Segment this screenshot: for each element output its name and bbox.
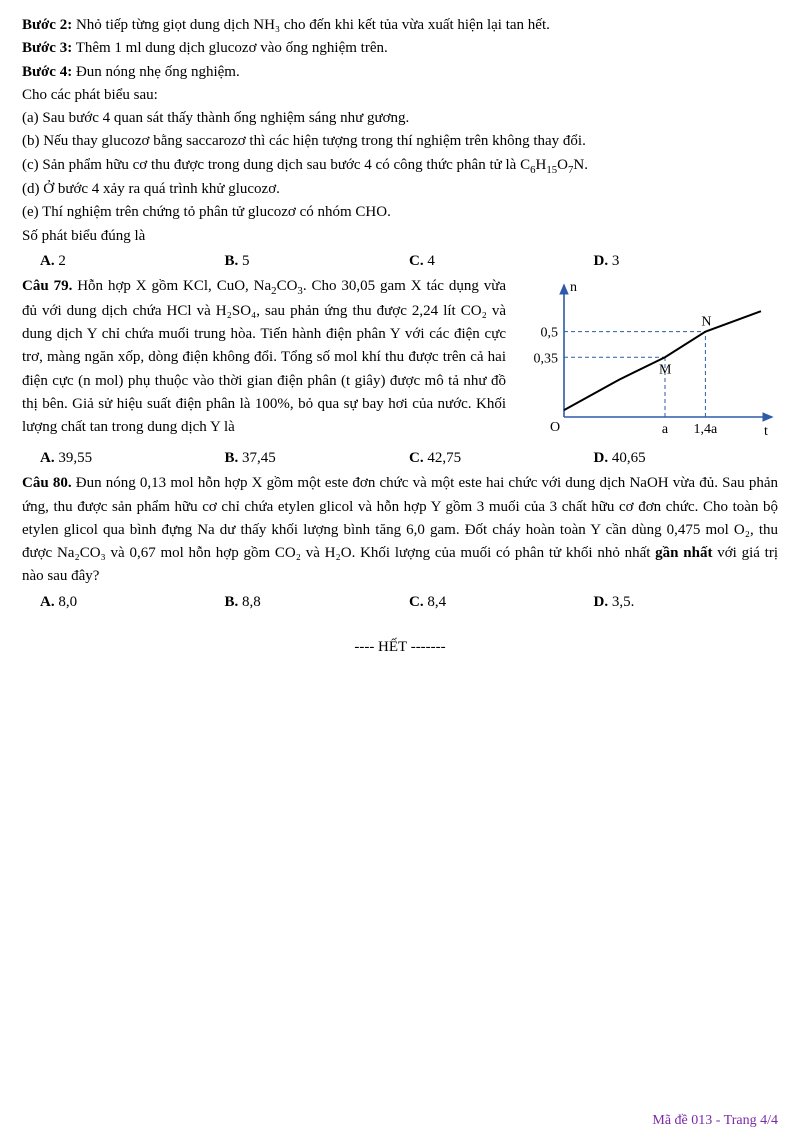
svg-text:a: a [662,422,669,437]
step-4-label: Bước 4: [22,64,72,80]
q80-opt-d: D. 3,5. [594,591,779,614]
q78-opt-c: C. 4 [409,250,594,273]
q80-label: Câu 80. [22,475,72,491]
stmt-e: (e) Thí nghiệm trên chứng tỏ phân tử glu… [22,201,778,224]
svg-text:1,4a: 1,4a [694,422,719,437]
step-4-text: Đun nóng nhẹ ống nghiệm. [72,64,239,80]
svg-text:0,35: 0,35 [534,352,559,367]
q79-opt-d: D. 40,65 [594,447,779,470]
step-4: Bước 4: Đun nóng nhẹ ống nghiệm. [22,61,778,84]
step-2: Bước 2: Nhỏ tiếp từng giọt dung dịch NH₃… [22,14,778,37]
stmt-c: (c) Sản phẩm hữu cơ thu được trong dung … [22,154,778,179]
q80-options: A. 8,0 B. 8,8 C. 8,4 D. 3,5. [40,591,778,614]
step-3-label: Bước 3: [22,40,72,56]
statements-intro: Cho các phát biểu sau: [22,84,778,107]
q78-opt-b: B. 5 [225,250,410,273]
q78-prompt: Số phát biểu đúng là [22,225,778,248]
q80-opt-b: B. 8,8 [225,591,410,614]
q79-m1: CO [277,278,298,294]
step-2-text: Nhỏ tiếp từng giọt dung dịch NH₃ cho đến… [72,17,550,33]
q78-opt-a: A. 2 [40,250,225,273]
svg-text:M: M [659,363,672,378]
q78-opt-d: D. 3 [594,250,779,273]
q79-chart: n t O 0,35 0,5 a 1,4a M N [518,275,778,445]
stmt-c-pre: (c) Sản phẩm hữu cơ thu được trong dung … [22,157,530,173]
stmt-d: (d) Ở bước 4 xảy ra quá trình khử glucoz… [22,178,778,201]
q79-opt-c: C. 42,75 [409,447,594,470]
step-2-label: Bước 2: [22,17,72,33]
q79-text: Câu 79. Hỗn hợp X gồm KCl, CuO, Na2CO3. … [22,275,506,445]
q79-opt-b: B. 37,45 [225,447,410,470]
q79-label: Câu 79. [22,278,72,294]
q80-bold: gần nhất [655,545,712,561]
svg-text:0,5: 0,5 [541,326,559,341]
q80-opt-a: A. 8,0 [40,591,225,614]
stmt-b: (b) Nếu thay glucozơ bằng saccarozơ thì … [22,130,778,153]
q80-text: Câu 80. Đun nóng 0,13 mol hỗn hợp X gồm … [22,472,778,588]
q79-body: . Cho 30,05 gam X tác dụng vừa đủ với du… [22,278,506,435]
step-3: Bước 3: Thêm 1 ml dung dịch glucozơ vào … [22,37,778,60]
end-marker: ---- HẾT ------- [22,636,778,659]
stmt-c-s2: 15 [546,164,557,176]
stmt-c-end: N. [573,157,588,173]
chart-svg: n t O 0,35 0,5 a 1,4a M N [518,275,778,445]
svg-text:n: n [570,280,577,295]
page-footer: Mã đề 013 - Trang 4/4 [652,1110,778,1132]
stmt-c-m1: H [536,157,547,173]
stmt-a: (a) Sau bước 4 quan sát thấy thành ống n… [22,107,778,130]
q79-block: Câu 79. Hỗn hợp X gồm KCl, CuO, Na2CO3. … [22,275,778,445]
q79-pre: Hỗn hợp X gồm KCl, CuO, Na [72,278,271,294]
stmt-c-m2: O [557,157,568,173]
step-3-text: Thêm 1 ml dung dịch glucozơ vào ống nghi… [72,40,388,56]
q78-options: A. 2 B. 5 C. 4 D. 3 [40,250,778,273]
q79-options: A. 39,55 B. 37,45 C. 42,75 D. 40,65 [40,447,778,470]
q79-opt-a: A. 39,55 [40,447,225,470]
svg-text:O: O [550,420,560,435]
svg-text:N: N [701,315,711,330]
q80-opt-c: C. 8,4 [409,591,594,614]
svg-text:t: t [764,424,768,439]
